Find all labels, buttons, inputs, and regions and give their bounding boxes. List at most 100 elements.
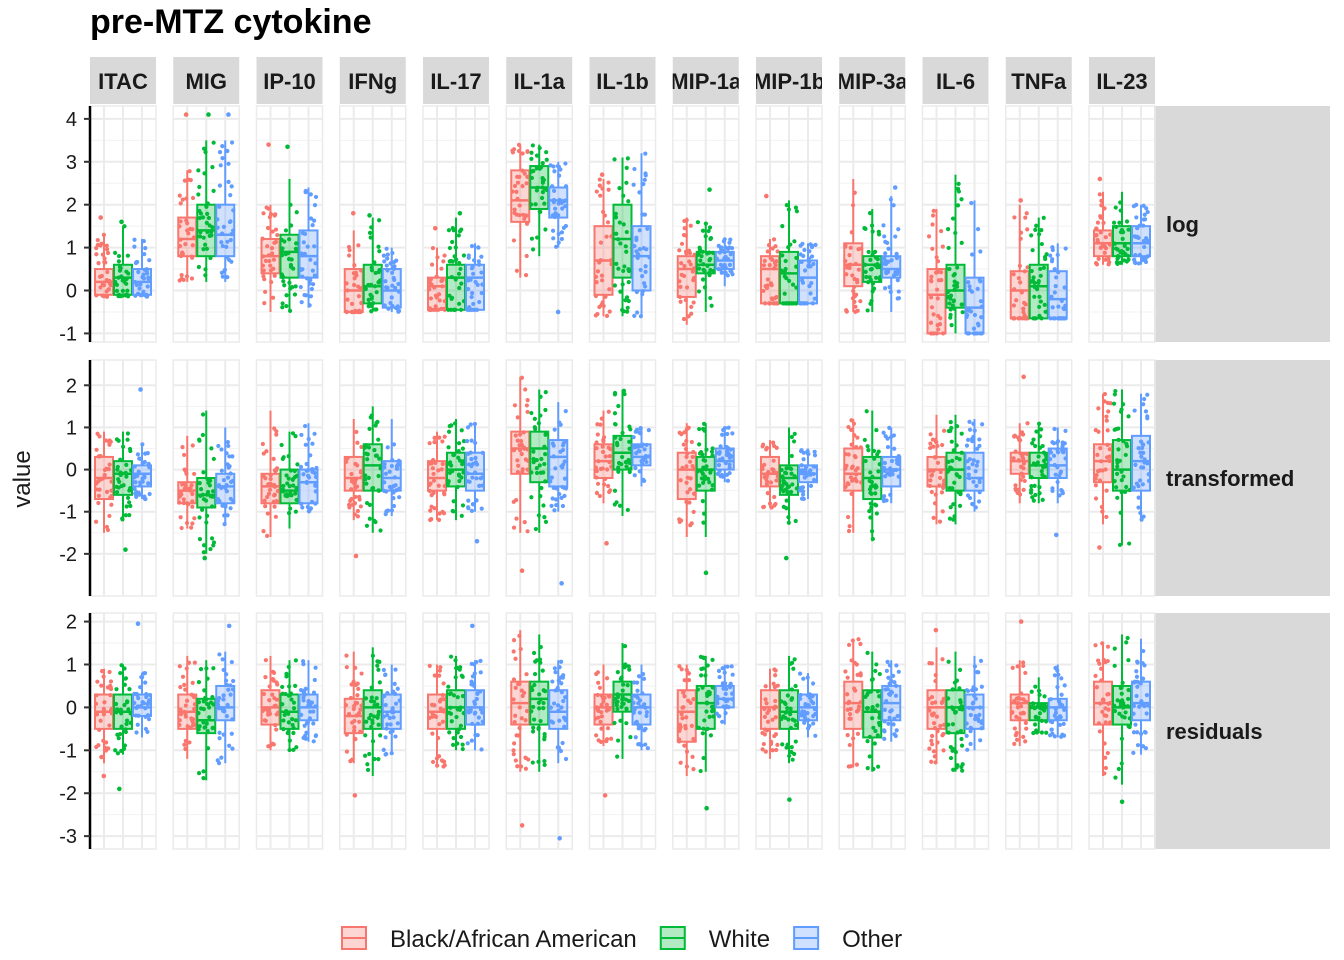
- data-point: [937, 322, 943, 327]
- data-point: [439, 697, 444, 702]
- data-point: [947, 266, 952, 272]
- data-point: [469, 266, 475, 271]
- data-point: [788, 712, 793, 717]
- data-point: [871, 725, 876, 730]
- data-point: [883, 261, 889, 267]
- data-point: [614, 261, 619, 266]
- data-point: [231, 678, 236, 684]
- data-point: [1107, 458, 1112, 464]
- data-point: [377, 680, 382, 685]
- data-point: [885, 436, 890, 441]
- data-point: [136, 713, 141, 718]
- data-point: [396, 458, 401, 463]
- data-point: [559, 690, 564, 695]
- data-point: [685, 490, 690, 495]
- data-point: [286, 256, 292, 262]
- data-point: [891, 203, 896, 208]
- data-point: [1040, 443, 1045, 449]
- data-point: [94, 487, 99, 492]
- data-point: [515, 458, 520, 463]
- data-point: [870, 536, 875, 542]
- panel-border: [1005, 105, 1073, 343]
- data-point: [543, 689, 548, 694]
- data-point: [728, 237, 733, 242]
- data-point: [894, 251, 899, 256]
- data-point: [705, 663, 710, 668]
- data-point: [607, 489, 612, 495]
- data-point: [599, 710, 604, 715]
- data-point: [560, 675, 566, 680]
- data-point: [616, 237, 621, 242]
- box-Other: [714, 425, 735, 483]
- data-point: [771, 470, 776, 475]
- data-point: [228, 193, 233, 198]
- data-point: [599, 278, 605, 283]
- data-point: [710, 453, 715, 458]
- data-point: [1021, 310, 1026, 315]
- outlier-point: [602, 793, 608, 798]
- data-point: [98, 454, 103, 459]
- data-point: [688, 223, 693, 228]
- data-point: [723, 711, 728, 716]
- data-point: [785, 693, 790, 698]
- data-point: [633, 720, 638, 725]
- data-point: [608, 258, 614, 263]
- data-point: [534, 235, 540, 240]
- data-point: [274, 468, 279, 473]
- data-point: [522, 216, 527, 221]
- data-point: [458, 723, 463, 728]
- data-point: [306, 509, 312, 514]
- data-point: [870, 677, 875, 682]
- data-point: [523, 755, 528, 760]
- data-point: [358, 504, 363, 509]
- data-point: [1106, 262, 1111, 267]
- data-point: [204, 666, 209, 671]
- data-point: [939, 270, 944, 275]
- data-point: [786, 245, 791, 250]
- data-point: [764, 473, 770, 478]
- data-point: [211, 666, 216, 671]
- data-point: [1023, 302, 1028, 307]
- data-point: [559, 236, 564, 242]
- data-point: [1105, 400, 1110, 406]
- data-point: [845, 514, 851, 520]
- data-point: [882, 460, 888, 466]
- data-point: [933, 678, 938, 684]
- data-point: [440, 509, 445, 514]
- data-point: [937, 519, 943, 524]
- data-point: [457, 285, 462, 291]
- data-point: [1141, 402, 1146, 407]
- data-point: [1096, 429, 1101, 434]
- data-point: [623, 662, 628, 667]
- data-point: [718, 262, 723, 267]
- data-point: [135, 259, 140, 265]
- data-point: [951, 448, 956, 453]
- data-point: [451, 499, 456, 504]
- data-point: [384, 726, 389, 731]
- panel-border: [838, 359, 906, 597]
- data-point: [644, 710, 650, 715]
- data-point: [1041, 215, 1046, 220]
- data-point: [132, 244, 137, 249]
- data-point: [680, 465, 685, 471]
- data-point: [138, 483, 143, 488]
- data-point: [359, 300, 364, 306]
- data-point: [727, 462, 732, 467]
- data-point: [371, 714, 377, 719]
- data-point: [644, 442, 649, 448]
- strip-IL-23: [1089, 57, 1155, 104]
- data-point: [179, 525, 184, 531]
- data-point: [1119, 490, 1124, 495]
- data-point: [376, 244, 381, 249]
- data-point: [397, 698, 402, 703]
- data-point: [1036, 279, 1041, 284]
- data-point: [455, 707, 460, 712]
- data-point: [634, 235, 639, 240]
- data-point: [204, 701, 210, 707]
- data-point: [978, 738, 983, 743]
- data-point: [1108, 232, 1113, 237]
- data-point: [948, 315, 953, 320]
- panel-residuals-IL-6: [921, 612, 990, 850]
- panel-border: [921, 359, 990, 597]
- data-point: [893, 693, 899, 698]
